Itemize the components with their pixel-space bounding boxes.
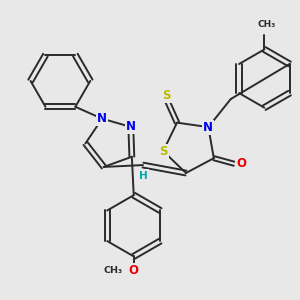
Text: N: N <box>203 121 213 134</box>
Text: N: N <box>126 120 136 134</box>
Text: N: N <box>97 112 107 125</box>
Text: CH₃: CH₃ <box>257 20 275 28</box>
Text: CH₃: CH₃ <box>103 266 123 275</box>
Text: O: O <box>129 264 139 277</box>
Text: H: H <box>140 170 148 181</box>
Text: O: O <box>236 157 246 170</box>
Text: S: S <box>162 89 171 102</box>
Text: S: S <box>159 145 167 158</box>
